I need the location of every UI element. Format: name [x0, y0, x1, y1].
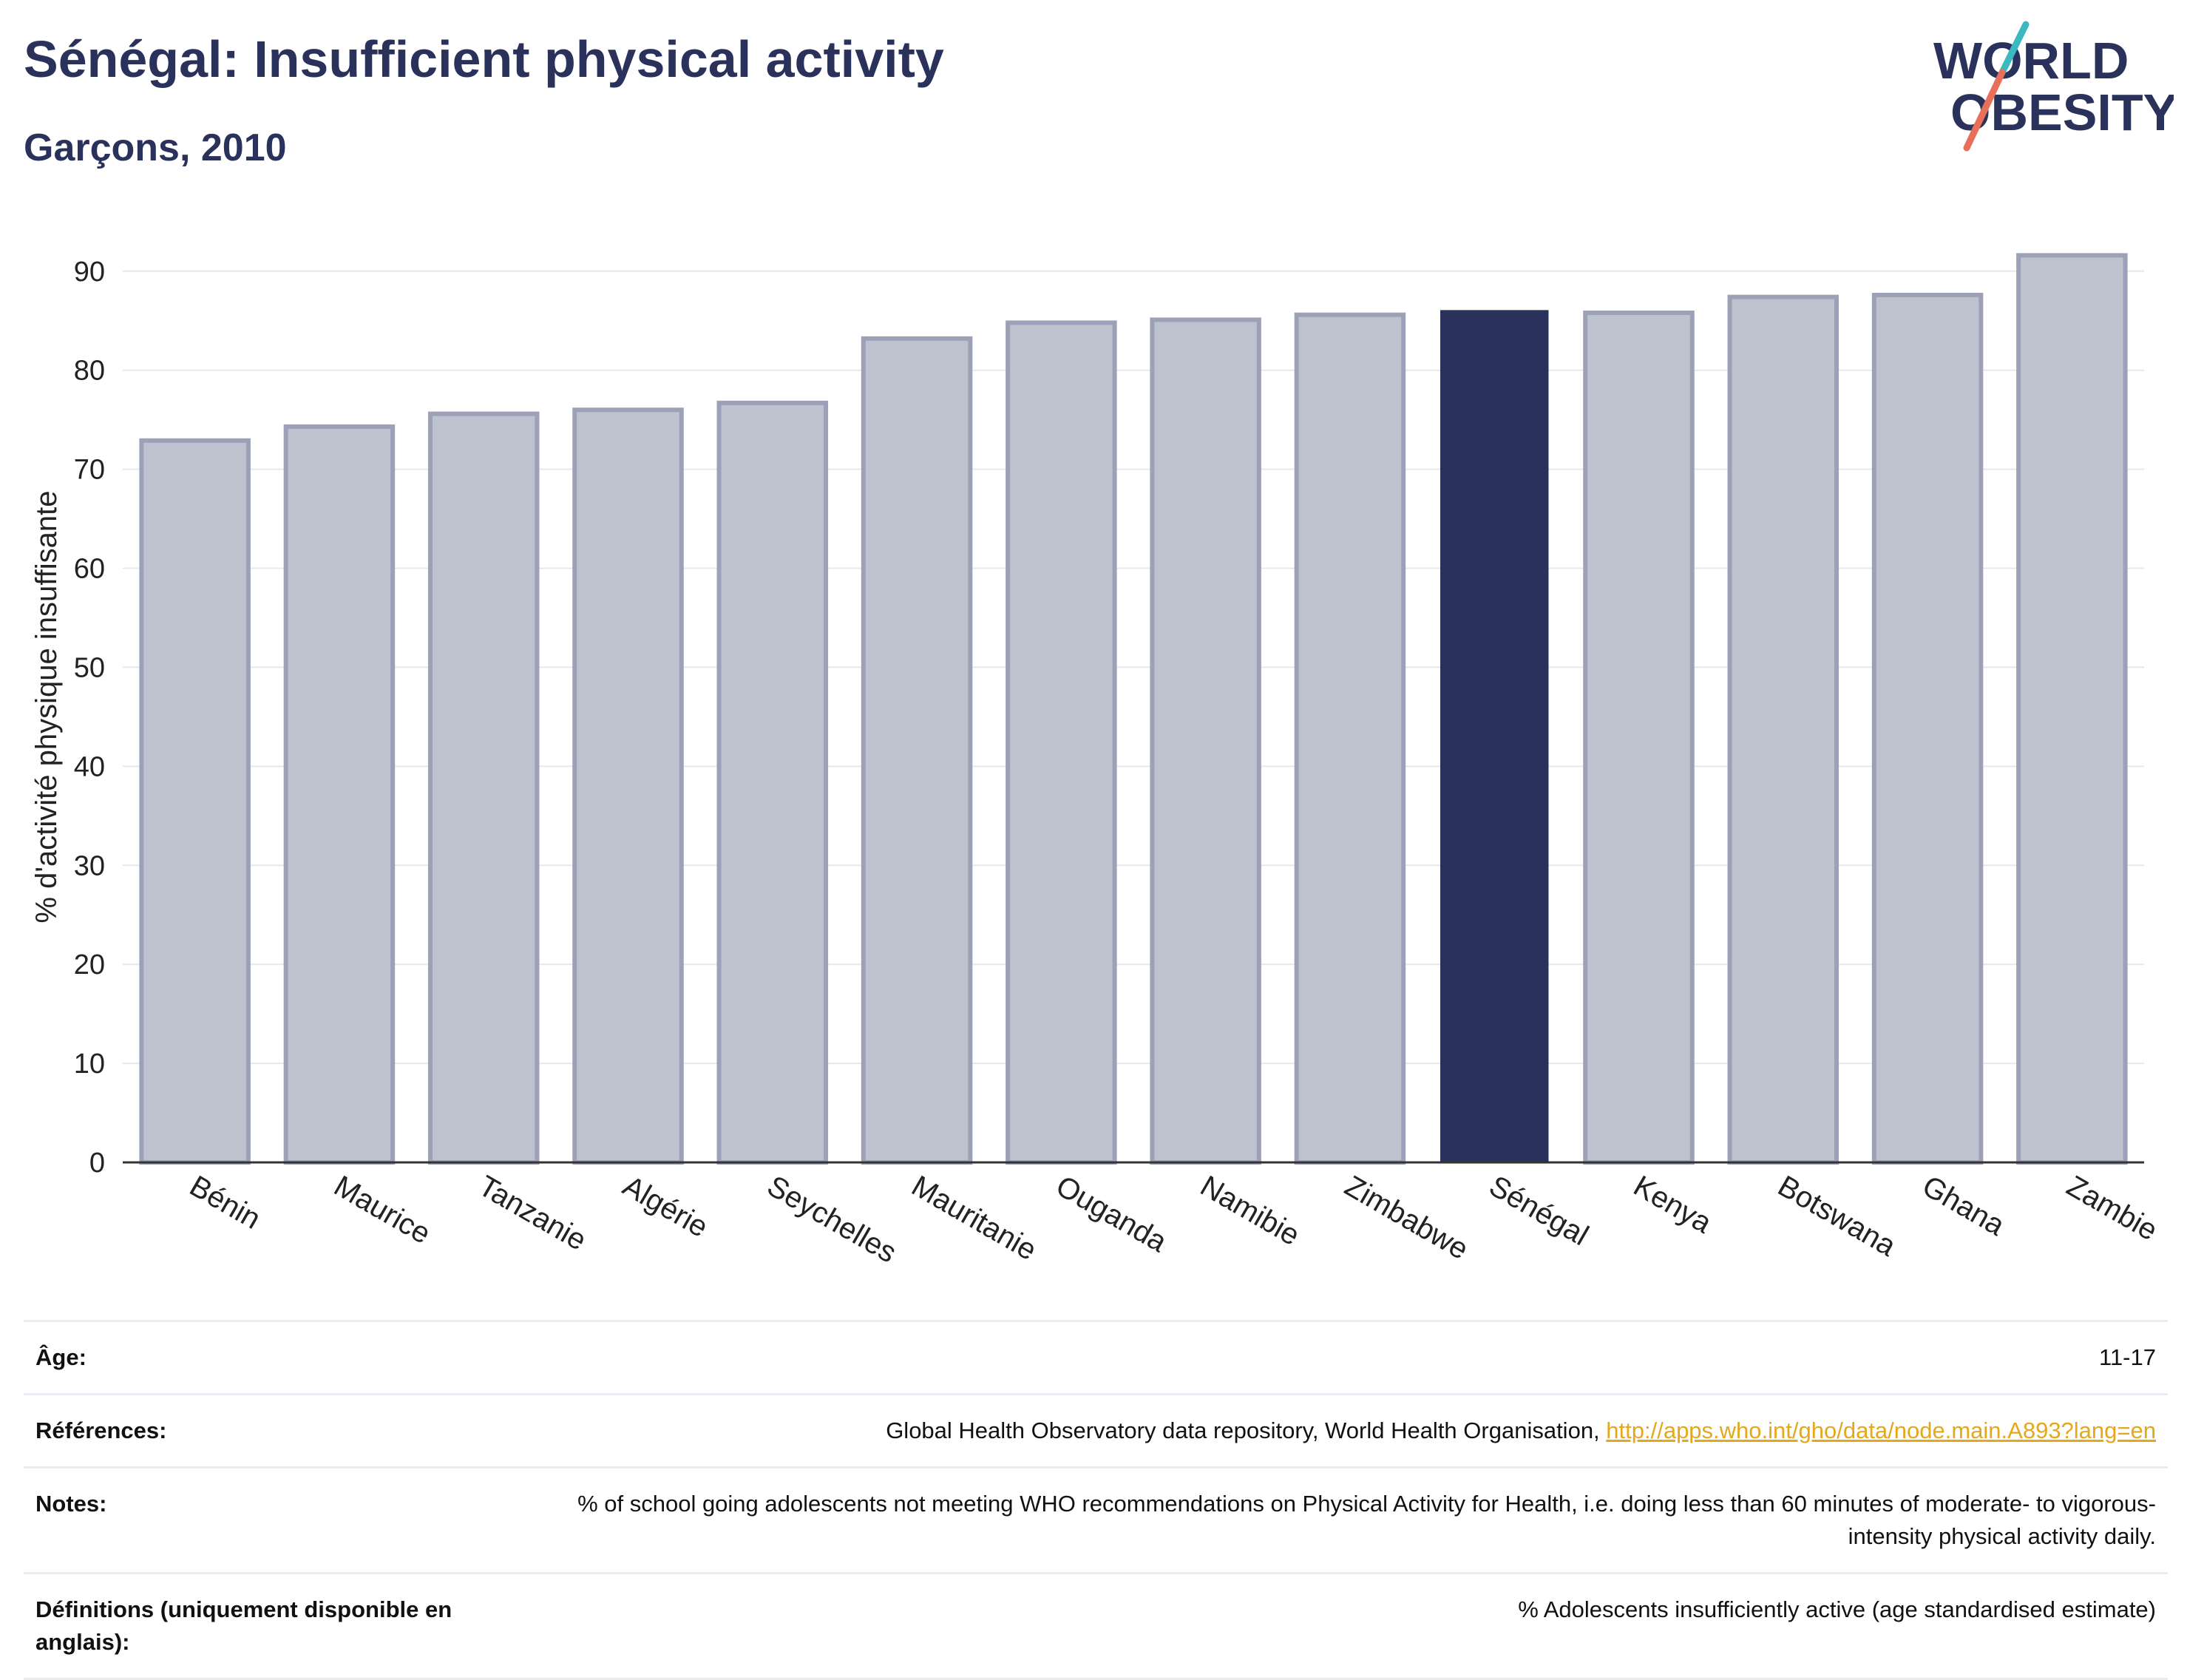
x-tick-label: Ouganda [1051, 1170, 1173, 1259]
logo-line-world: WORLD [1933, 32, 2129, 89]
meta-value-cell: Global Health Observatory data repositor… [535, 1393, 2168, 1468]
meta-value: 11-17 [535, 1320, 2168, 1395]
bar-ghana [1871, 292, 1984, 1165]
bar-zambie [2016, 253, 2128, 1165]
x-tick-label: Botswana [1772, 1170, 1902, 1263]
meta-row-notes: Notes: % of school going adolescents not… [24, 1466, 2168, 1574]
meta-key: Références: [24, 1393, 535, 1468]
x-tick-label: Namibie [1195, 1170, 1305, 1252]
world-obesity-logo: WORLD OBESITY [1933, 21, 2174, 152]
y-tick-label: 50 [74, 652, 105, 683]
y-axis-label: % d'activité physique insuffisante [30, 490, 63, 923]
x-tick-label: Bénin [184, 1170, 266, 1236]
bar-maurice [283, 424, 396, 1165]
meta-value: % of school going adolescents not meetin… [535, 1466, 2168, 1574]
bar-tanzanie [427, 411, 540, 1165]
x-tick-label: Maurice [328, 1170, 435, 1250]
x-tick-label: Algérie [617, 1170, 713, 1244]
x-tick-label: Zimbabwe [1339, 1170, 1474, 1266]
y-tick-label: 70 [74, 455, 105, 486]
meta-row-age: Âge: 11-17 [24, 1320, 2168, 1395]
logo-slash-coral [1963, 69, 2006, 152]
bar-chart: 0 10 20 30 40 50 60 70 80 90 % d'activité physique… [30, 253, 2163, 1270]
x-tick-label: Tanzanie [473, 1170, 592, 1257]
x-tick-label: Seychelles [762, 1170, 902, 1270]
y-tick-label: 40 [74, 751, 105, 782]
x-tick-label: Ghana [1917, 1170, 2011, 1243]
meta-value: Global Health Observatory data repositor… [886, 1418, 1607, 1443]
reference-link[interactable]: http://apps.who.int/gho/data/node.main.A… [1606, 1418, 2156, 1443]
x-tick-label: Mauritanie [906, 1170, 1042, 1267]
meta-value: % Adolescents insufficiently active (age… [535, 1572, 2168, 1680]
y-tick-label: 10 [74, 1049, 105, 1080]
bar-algérie [572, 407, 684, 1165]
logo-line-obesity: OBESITY [1950, 84, 2174, 141]
meta-key: Notes: [24, 1466, 535, 1574]
chart-subtitle: Garçons, 2010 [24, 126, 287, 169]
x-tick-label: Kenya [1628, 1170, 1718, 1240]
y-tick-label: 30 [74, 850, 105, 881]
bar-kenya [1583, 311, 1695, 1165]
bar-botswana [1727, 294, 1840, 1165]
chart-title: Sénégal: Insufficient physical activity [24, 30, 944, 88]
y-tick-label: 20 [74, 949, 105, 980]
y-tick-label: 60 [74, 554, 105, 585]
meta-row-references: Références: Global Health Observatory da… [24, 1393, 2168, 1468]
y-tick-label: 90 [74, 257, 105, 288]
bar-namibie [1150, 317, 1261, 1165]
bar-mauritanie [861, 336, 973, 1165]
bar-bénin [139, 438, 251, 1165]
x-tick-label: Sénégal [1484, 1170, 1594, 1253]
bar-zimbabwe [1294, 312, 1406, 1165]
y-tick-label: 80 [74, 356, 105, 387]
x-tick-label: Zambie [2061, 1170, 2163, 1247]
meta-key: Définitions (uniquement disponible en an… [24, 1572, 535, 1680]
bar-ouganda [1006, 320, 1117, 1165]
meta-row-definitions: Définitions (uniquement disponible en an… [24, 1572, 2168, 1680]
metadata-table: Âge: 11-17 Références: Global Health Obs… [24, 1320, 2168, 1680]
y-tick-label: 0 [89, 1148, 105, 1179]
logo-slash-teal [1998, 21, 2030, 76]
bar-sénégal [1440, 310, 1549, 1164]
meta-key: Âge: [24, 1320, 535, 1395]
bar-seychelles [716, 400, 829, 1165]
